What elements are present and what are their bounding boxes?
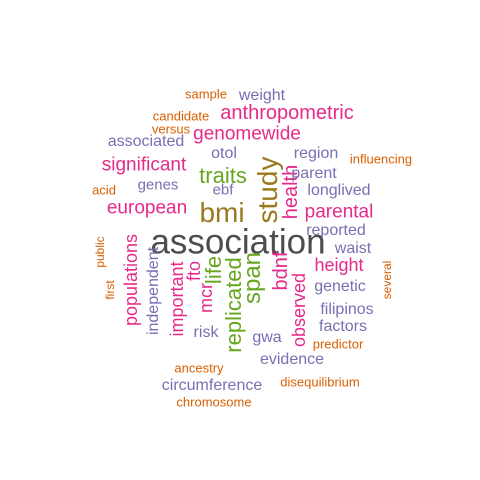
- word-candidate: candidate: [152, 108, 210, 124]
- word-parent: parent: [291, 165, 337, 182]
- word-circumference: circumference: [161, 377, 263, 394]
- word-longlived: longlived: [307, 182, 371, 199]
- word-versus: versus: [151, 121, 191, 137]
- word-replicated: replicated: [221, 257, 246, 353]
- word-otol: otol: [211, 145, 237, 162]
- word-observed: observed: [289, 272, 309, 348]
- word-genes: genes: [137, 176, 179, 194]
- word-reported: reported: [306, 222, 366, 239]
- word-factors: factors: [318, 318, 368, 335]
- word-mcr: mcr: [196, 283, 216, 313]
- word-associated: associated: [107, 133, 185, 150]
- word-fto: fto: [184, 260, 204, 282]
- word-association: association: [150, 222, 326, 262]
- word-ebf: ebf: [212, 181, 234, 199]
- word-acid: acid: [92, 182, 116, 198]
- word-public: public: [93, 236, 107, 268]
- word-populations: populations: [121, 233, 141, 327]
- word-evidence: evidence: [259, 351, 325, 368]
- word-region: region: [293, 145, 339, 162]
- word-bdnf: bdnf: [270, 251, 292, 291]
- word-traits: traits: [199, 163, 247, 188]
- word-european: european: [106, 197, 188, 219]
- word-disequilibrium: disequilibrium: [280, 374, 360, 390]
- word-chromosome: chromosome: [176, 394, 252, 410]
- word-several: several: [380, 260, 394, 300]
- word-first: first: [103, 280, 117, 300]
- word-independent: independent: [145, 246, 162, 336]
- word-bmi: bmi: [199, 197, 245, 228]
- word-study: study: [252, 156, 283, 224]
- word-height: height: [314, 255, 364, 275]
- word-waist: waist: [334, 240, 372, 257]
- word-significant: significant: [101, 154, 187, 176]
- word-risk: risk: [193, 324, 219, 341]
- word-weight: weight: [238, 87, 286, 104]
- word-genomewide: genomewide: [193, 123, 301, 145]
- word-predictor: predictor: [312, 336, 364, 352]
- word-genetic: genetic: [314, 278, 366, 295]
- word-filipinos: filipinos: [320, 301, 374, 318]
- word-influencing: influencing: [349, 151, 413, 167]
- word-ancestry: ancestry: [174, 360, 224, 376]
- word-gwa: gwa: [252, 329, 282, 346]
- word-anthropometric: anthropometric: [220, 102, 354, 124]
- word-parental: parental: [304, 201, 374, 223]
- word-sample: sample: [185, 86, 227, 102]
